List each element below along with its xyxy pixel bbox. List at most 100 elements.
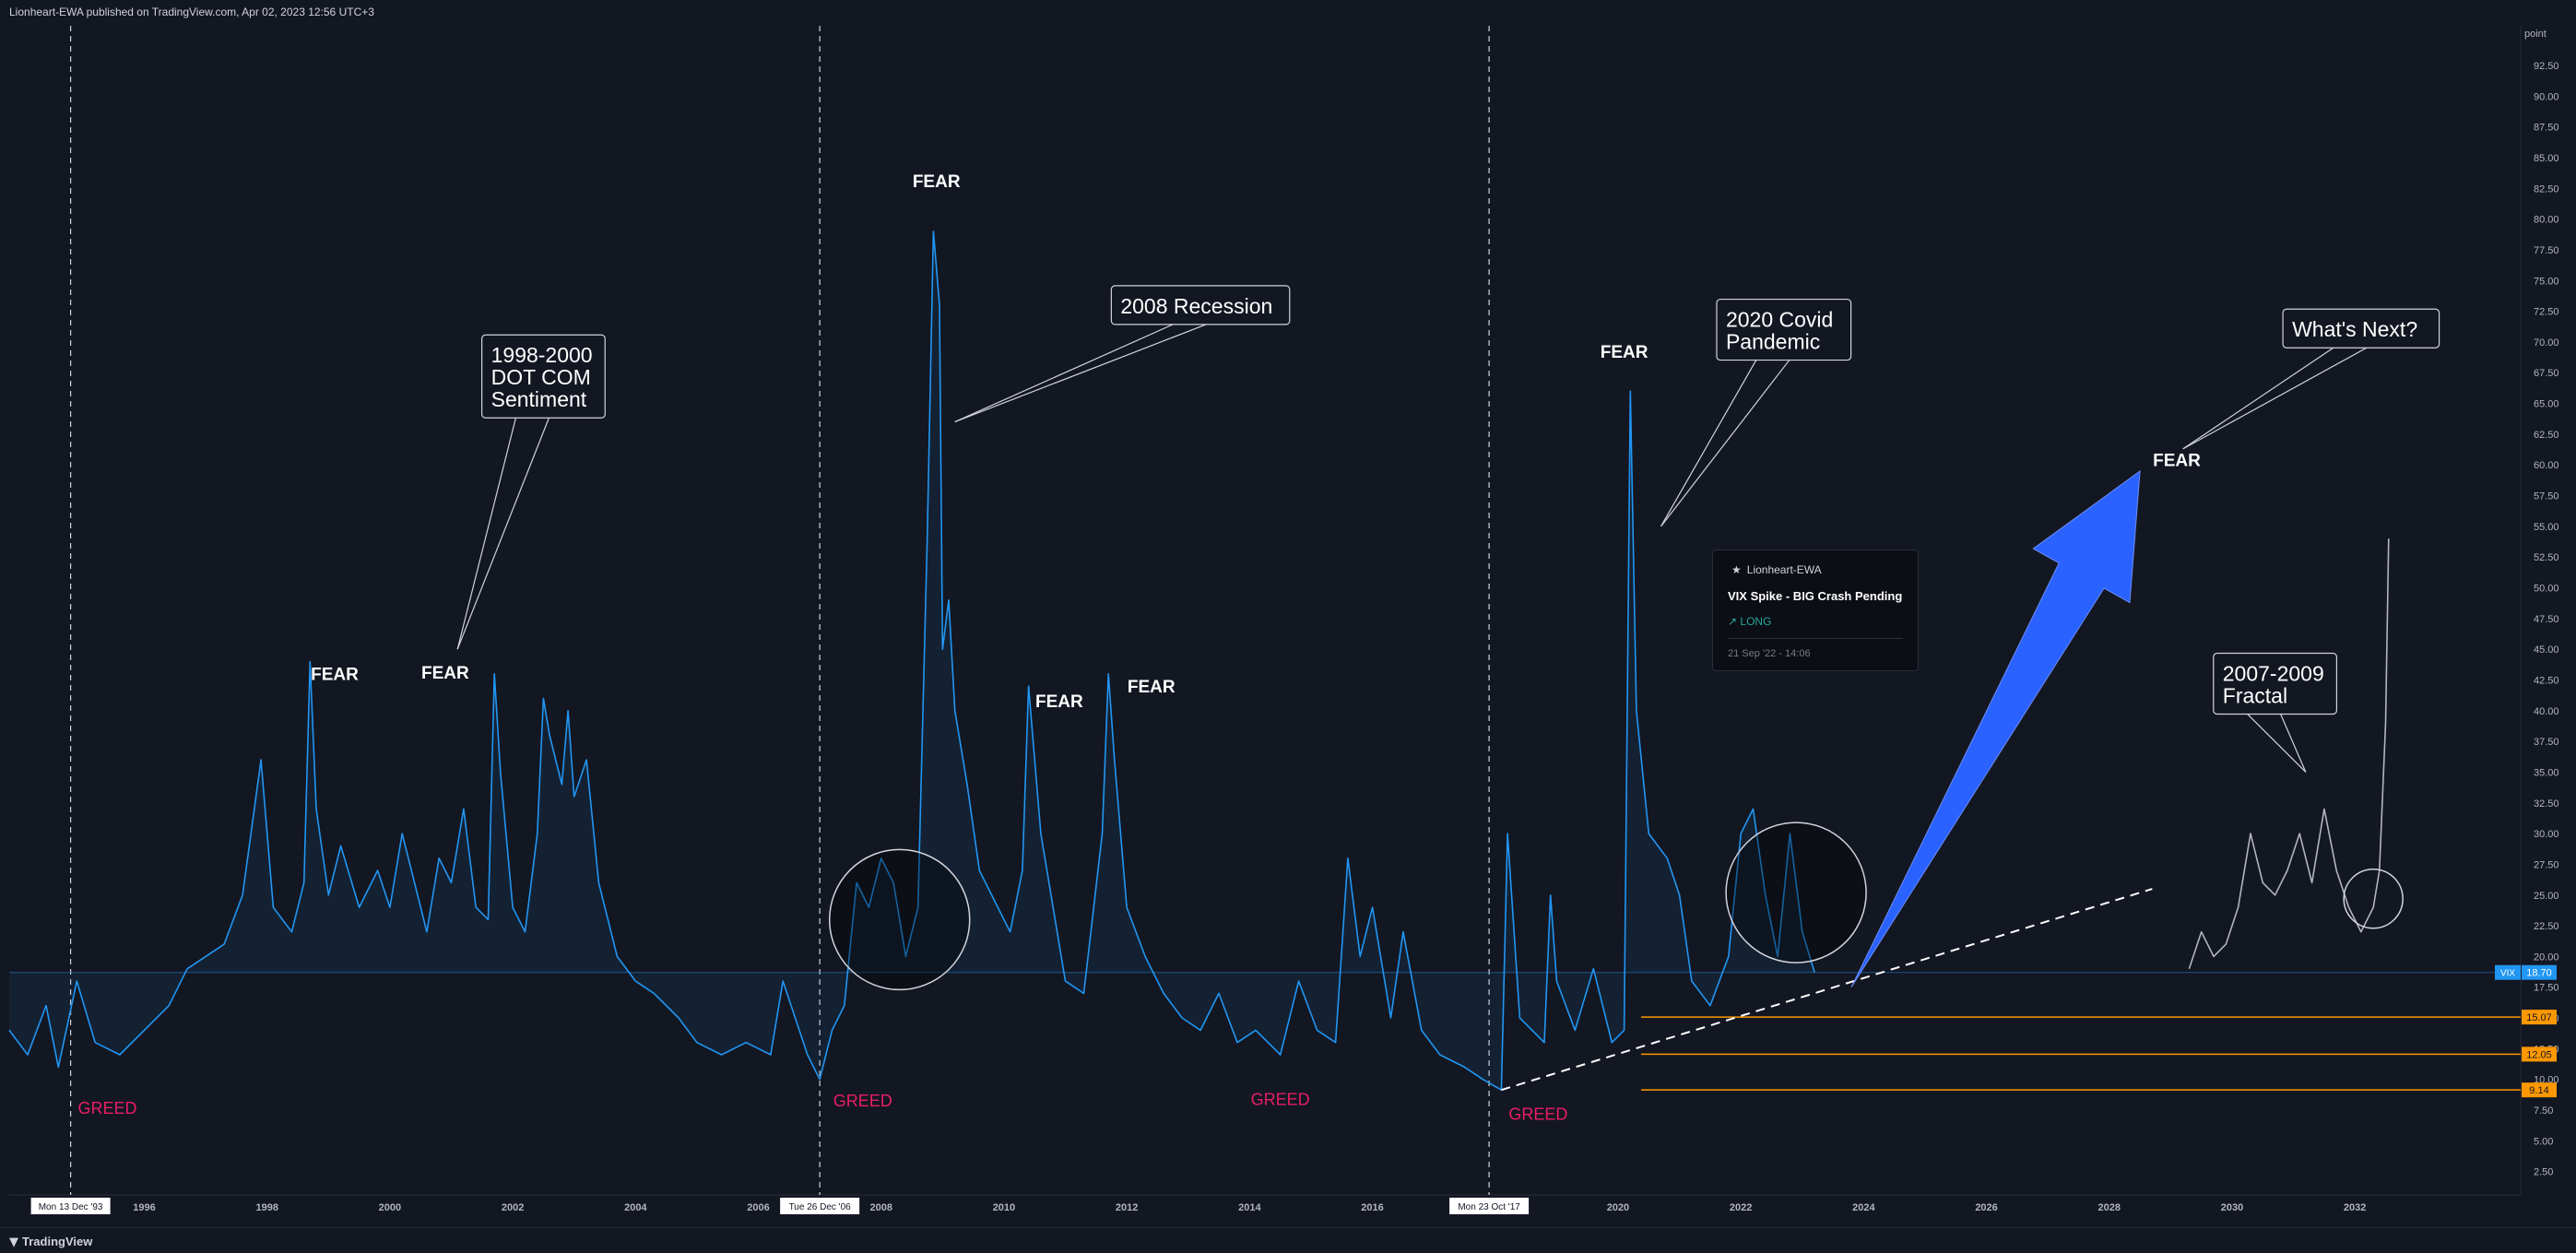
fear-label: FEAR: [1035, 692, 1083, 712]
callout-text: Pandemic: [1726, 330, 1820, 354]
y-tick-label: 27.50: [2534, 859, 2559, 870]
x-tick-label: 2014: [1238, 1202, 1261, 1213]
y-tick-label: 40.00: [2534, 706, 2559, 717]
date-tag: [780, 1198, 860, 1214]
y-tick-label: 70.00: [2534, 337, 2559, 349]
dashed-trendline: [1501, 888, 2153, 1092]
symbol-tag: [2495, 964, 2521, 980]
x-tick-label: 2030: [2221, 1202, 2243, 1213]
idea-divider: [1728, 638, 1903, 639]
y-tick-label: 32.50: [2534, 798, 2559, 810]
projection-arrow: [1850, 469, 2141, 987]
callout-text: 2008 Recession: [1120, 294, 1272, 318]
callout-text: Fractal: [2223, 683, 2287, 707]
date-tag-label: Mon 13 Dec '93: [39, 1202, 103, 1212]
tradingview-logo[interactable]: ▼ TradingView: [9, 1235, 92, 1249]
vix-price-line: [8, 231, 1815, 1091]
callout-text: 2020 Covid: [1726, 308, 1833, 332]
callout-text: 2007-2009: [2223, 661, 2324, 685]
x-tick-label: 2002: [502, 1202, 524, 1213]
callout-pointer: [456, 418, 549, 650]
callout-text: DOT COM: [491, 365, 591, 389]
fear-label: FEAR: [421, 664, 469, 683]
trend-up-icon: ↗: [1728, 615, 1738, 628]
x-tick-label: 2004: [624, 1202, 647, 1213]
tradingview-logo-icon: ▼: [9, 1235, 18, 1249]
y-tick-label: 42.50: [2534, 675, 2559, 686]
y-tick-label: 45.00: [2534, 644, 2559, 656]
y-tick-label: 22.50: [2534, 921, 2559, 932]
y-tick-label: 77.50: [2534, 245, 2559, 256]
date-tag-label: Mon 23 Oct '17: [1458, 1202, 1520, 1212]
series-area: [9, 231, 1815, 1091]
level-price-label: 15.07: [2526, 1012, 2552, 1023]
callout-pointer: [1660, 360, 1757, 527]
idea-author-name: Lionheart-EWA: [1746, 563, 1822, 576]
greed-label: GREED: [833, 1092, 892, 1110]
y-tick-label: 87.50: [2534, 123, 2559, 134]
y-tick-label: 55.00: [2534, 522, 2559, 533]
level-price-tag: [2522, 1046, 2557, 1062]
level-price-tag: [2522, 1082, 2557, 1098]
x-tick-label: 1998: [255, 1202, 278, 1213]
x-tick-label: 1996: [133, 1202, 155, 1213]
level-price-tag: [2522, 1010, 2557, 1025]
y-tick-label: 72.50: [2534, 307, 2559, 318]
x-tick-label: 2022: [1730, 1202, 1752, 1213]
price-tag: [2522, 964, 2557, 980]
fractal-projection-line: [2188, 538, 2390, 969]
date-tag: [30, 1198, 111, 1214]
y-tick-label: 20.00: [2534, 952, 2559, 963]
y-tick-label: 65.00: [2534, 399, 2559, 410]
y-tick-label: 57.50: [2534, 491, 2559, 502]
footer: ▼ TradingView: [0, 1227, 2576, 1253]
callout-pointer: [954, 324, 1207, 423]
y-tick-label: 17.50: [2534, 983, 2559, 994]
y-tick-label: 85.00: [2534, 153, 2559, 164]
x-tick-label: 2012: [1116, 1202, 1138, 1213]
callout-pointer: [2280, 714, 2307, 773]
idea-author[interactable]: ★ Lionheart-EWA: [1731, 563, 1822, 576]
greed-label: GREED: [1508, 1105, 1567, 1124]
x-tick-label: 2016: [1361, 1202, 1383, 1213]
y-axis-unit: point: [2524, 29, 2546, 40]
x-tick-label: 2000: [379, 1202, 401, 1213]
idea-title[interactable]: VIX Spike - BIG Crash Pending: [1728, 589, 1903, 603]
x-tick-label: 2026: [1975, 1202, 1997, 1213]
fear-label: FEAR: [311, 665, 359, 684]
idea-card[interactable]: ★ Lionheart-EWA VIX Spike - BIG Crash Pen…: [1712, 550, 1919, 671]
y-tick-label: 52.50: [2534, 552, 2559, 563]
highlight-circle: [1725, 822, 1867, 963]
greed-label: GREED: [1251, 1091, 1310, 1109]
fear-label: FEAR: [2153, 452, 2201, 471]
price-tag-label: 18.70: [2526, 968, 2552, 979]
y-tick-label: 35.00: [2534, 767, 2559, 778]
y-tick-label: 67.50: [2534, 368, 2559, 379]
callout-pointer: [1660, 360, 1790, 527]
x-tick-label: 2010: [993, 1202, 1015, 1213]
highlight-circle: [828, 848, 971, 991]
fear-label: FEAR: [1601, 343, 1648, 362]
y-tick-label: 80.00: [2534, 215, 2559, 226]
y-tick-label: 7.50: [2534, 1105, 2553, 1117]
x-tick-label: 2032: [2344, 1202, 2366, 1213]
idea-direction: ↗ LONG: [1728, 615, 1771, 628]
x-tick-label: 2024: [1852, 1202, 1875, 1213]
y-tick-label: 82.50: [2534, 183, 2559, 195]
level-price-label: 9.14: [2529, 1085, 2548, 1096]
callout-box: [1716, 298, 1852, 361]
callout-text: Sentiment: [491, 387, 587, 411]
x-tick-label: 2006: [747, 1202, 769, 1213]
x-tick-label: 2028: [2098, 1202, 2121, 1213]
callout-pointer: [2247, 714, 2307, 773]
date-tag-label: Tue 26 Dec '06: [789, 1202, 852, 1212]
callout-pointer: [954, 324, 1174, 423]
y-tick-label: 50.00: [2534, 584, 2559, 595]
callout-box: [481, 334, 606, 419]
y-tick-label: 62.50: [2534, 430, 2559, 441]
callout-box: [2282, 308, 2440, 349]
y-tick-label: 5.00: [2534, 1136, 2553, 1147]
y-tick-label: 75.00: [2534, 276, 2559, 287]
